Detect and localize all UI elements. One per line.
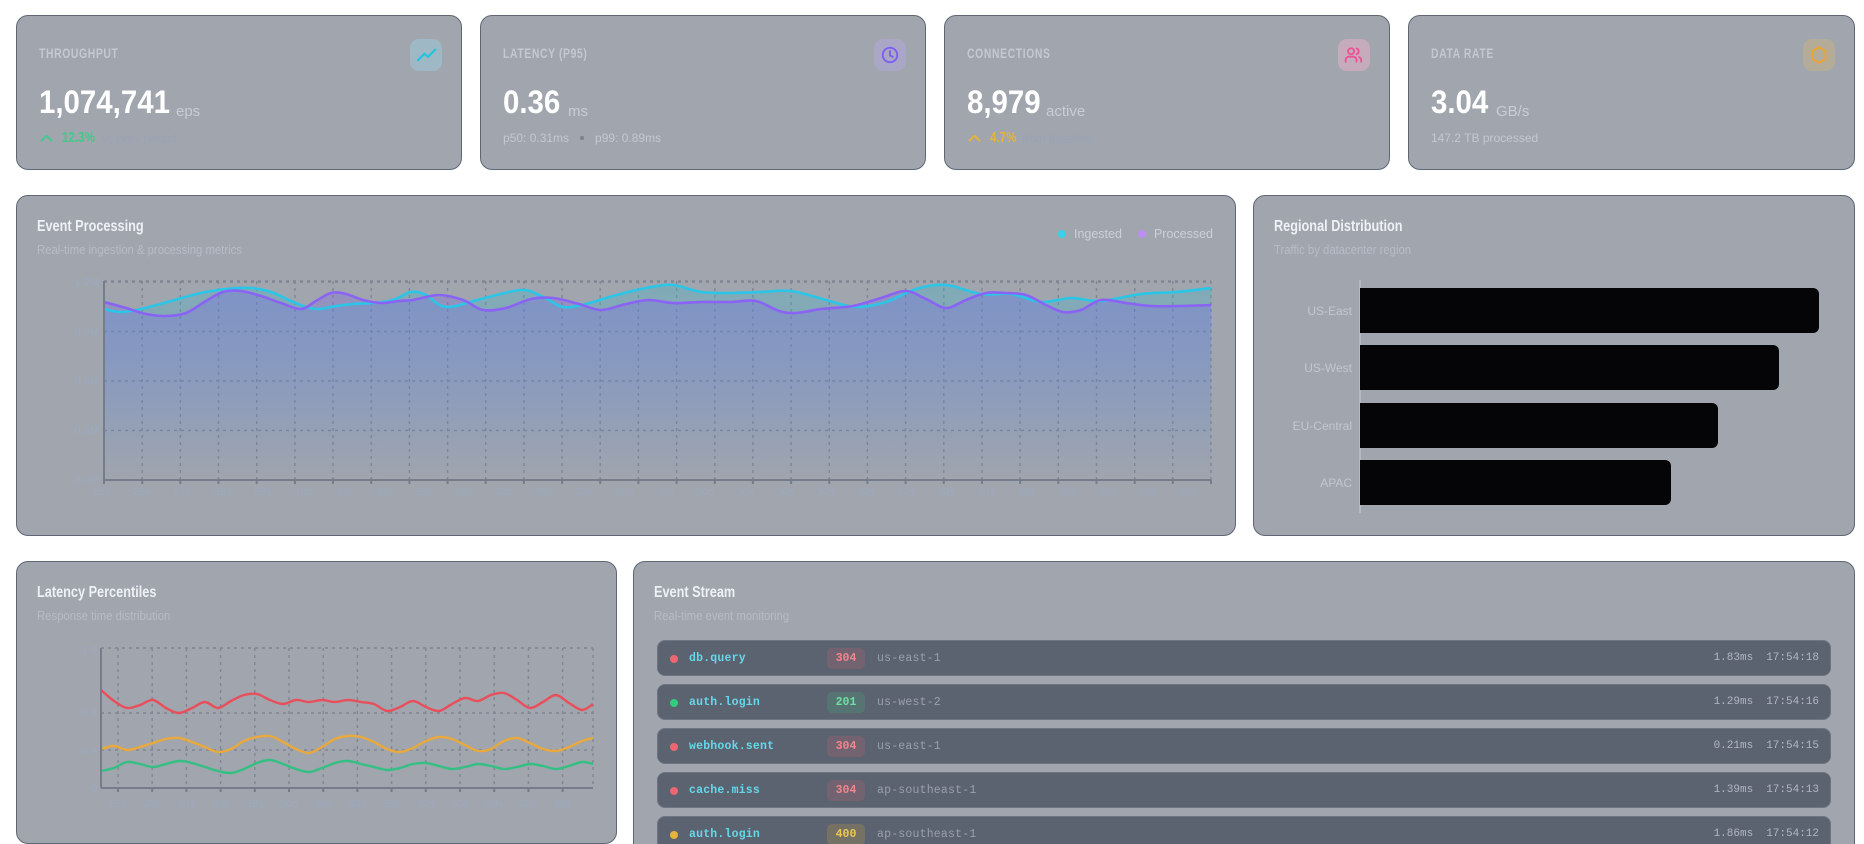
svg-text:0.9M: 0.9M (75, 326, 99, 338)
svg-text:30s: 30s (334, 486, 352, 498)
svg-text:30s: 30s (212, 798, 230, 810)
svg-text:30s: 30s (857, 486, 875, 498)
svg-text:28s: 28s (214, 486, 232, 498)
svg-text:30s: 30s (616, 486, 634, 498)
svg-text:30s: 30s (455, 486, 473, 498)
svg-text:1.2M: 1.2M (75, 277, 99, 289)
svg-text:30s: 30s (897, 486, 915, 498)
svg-text:30s: 30s (1098, 486, 1116, 498)
svg-text:0.6M: 0.6M (75, 376, 99, 388)
svg-text:25s: 25s (93, 486, 111, 498)
svg-text:30s: 30s (294, 486, 312, 498)
svg-text:APAC: APAC (1320, 476, 1352, 490)
svg-text:30s: 30s (246, 798, 264, 810)
svg-text:30s: 30s (576, 486, 594, 498)
svg-text:1.5: 1.5 (82, 645, 97, 657)
svg-text:30s: 30s (495, 486, 513, 498)
svg-text:0.8: 0.8 (82, 708, 97, 720)
svg-text:29s: 29s (254, 486, 272, 498)
svg-text:30s: 30s (554, 798, 572, 810)
svg-text:US-West: US-West (1304, 361, 1352, 375)
svg-text:27s: 27s (174, 486, 192, 498)
svg-text:30s: 30s (280, 798, 298, 810)
svg-text:30s: 30s (978, 486, 996, 498)
svg-text:30s: 30s (1138, 486, 1156, 498)
svg-text:30s: 30s (415, 486, 433, 498)
svg-text:30s: 30s (937, 486, 955, 498)
svg-text:0.3M: 0.3M (75, 425, 99, 437)
svg-text:30s: 30s (535, 486, 553, 498)
svg-text:30s: 30s (349, 798, 367, 810)
svg-text:30s: 30s (451, 798, 469, 810)
svg-text:US-East: US-East (1307, 304, 1352, 318)
svg-text:26s: 26s (133, 486, 151, 498)
svg-text:28s: 28s (143, 798, 161, 810)
svg-text:26s: 26s (109, 798, 127, 810)
svg-text:30s: 30s (1018, 486, 1036, 498)
svg-text:30s: 30s (1058, 486, 1076, 498)
svg-text:30s: 30s (375, 486, 393, 498)
svg-text:EU-Central: EU-Central (1293, 419, 1352, 433)
svg-text:30s: 30s (696, 486, 714, 498)
svg-text:30s: 30s (1179, 486, 1197, 498)
svg-text:0.4: 0.4 (82, 745, 97, 757)
svg-text:30s: 30s (777, 486, 795, 498)
svg-text:30s: 30s (736, 486, 754, 498)
svg-text:30s: 30s (520, 798, 538, 810)
svg-text:30s: 30s (314, 798, 332, 810)
svg-text:0.0M: 0.0M (75, 475, 99, 487)
svg-text:0: 0 (91, 783, 97, 795)
svg-text:30s: 30s (485, 798, 503, 810)
svg-text:30s: 30s (178, 798, 196, 810)
svg-text:30s: 30s (817, 486, 835, 498)
svg-text:30s: 30s (417, 798, 435, 810)
svg-text:30s: 30s (383, 798, 401, 810)
svg-text:30s: 30s (656, 486, 674, 498)
